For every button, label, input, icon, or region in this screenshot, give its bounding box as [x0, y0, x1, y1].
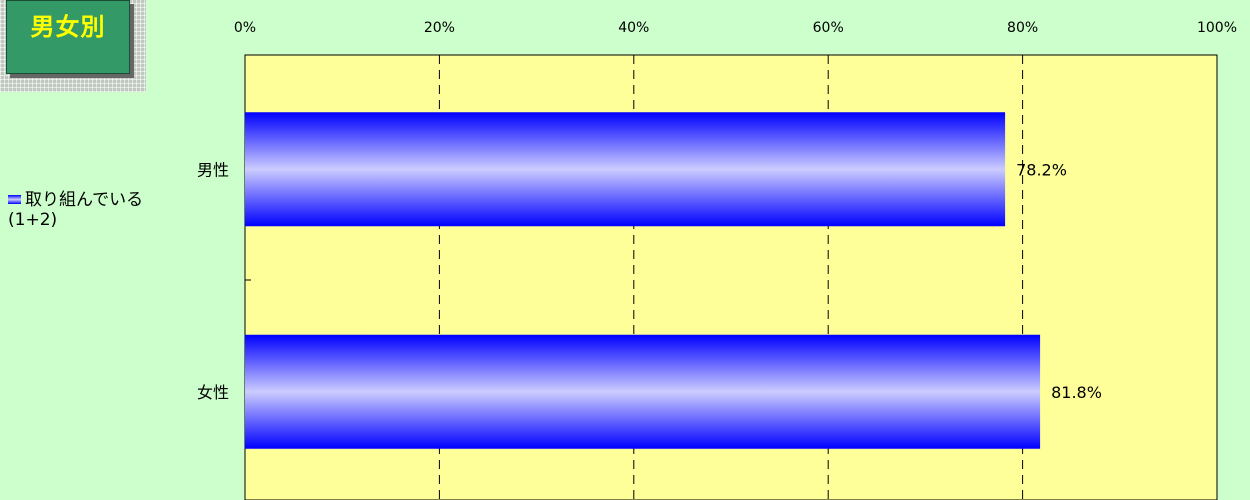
x-tick-label: 20% — [424, 20, 455, 36]
title-badge-frame: 男女別 — [0, 0, 146, 92]
x-tick-label: 40% — [618, 20, 649, 36]
bar — [245, 112, 1006, 227]
legend: 取り組んでいる(1+2) — [8, 190, 168, 230]
category-label: 女性 — [197, 383, 229, 402]
title-badge: 男女別 — [6, 0, 130, 74]
category-label: 男性 — [197, 160, 229, 179]
data-label: 81.8% — [1051, 383, 1102, 402]
bar — [245, 334, 1041, 449]
x-tick-label: 0% — [234, 20, 256, 36]
legend-swatch — [8, 195, 21, 204]
x-tick-label: 80% — [1007, 20, 1038, 36]
data-label: 78.2% — [1016, 160, 1067, 179]
x-tick-label: 100% — [1197, 20, 1237, 36]
legend-label: 取り組んでいる(1+2) — [8, 190, 144, 230]
x-tick-label: 60% — [813, 20, 844, 36]
